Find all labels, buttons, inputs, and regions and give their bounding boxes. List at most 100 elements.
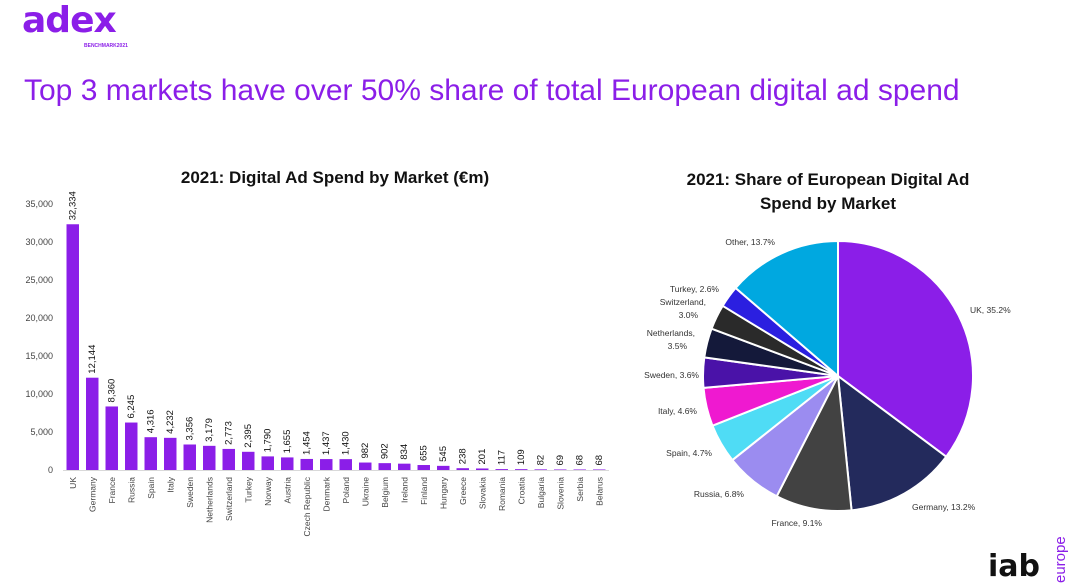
bar-chart-title: 2021: Digital Ad Spend by Market (€m) [180, 168, 490, 187]
bar-value-label: 1,790 [263, 429, 274, 453]
bar-value-label: 117 [497, 450, 508, 465]
bar [222, 448, 235, 470]
y-tick-label: 10,000 [25, 389, 53, 399]
bar [378, 463, 391, 470]
bar-value-label: 655 [419, 445, 430, 461]
pie-slice [702, 375, 839, 427]
bar [281, 457, 294, 470]
page-title: Top 3 markets have over 50% share of tot… [24, 74, 960, 107]
bar [534, 469, 547, 470]
pie-slice-label: Germany, 13.2% [912, 502, 976, 512]
x-tick-label: Ireland [399, 477, 409, 503]
x-tick-label: Denmark [321, 476, 331, 511]
bar-value-label: 8,360 [107, 379, 118, 403]
x-tick-label: Italy [165, 476, 175, 492]
logo-subtitle: BENCHMARK2021 [84, 43, 128, 49]
x-tick-label: Austria [282, 477, 292, 504]
bar [300, 458, 313, 470]
bar-value-label: 1,430 [341, 431, 352, 455]
y-tick-label: 5,000 [30, 427, 53, 437]
x-tick-label: Romania [497, 477, 507, 511]
bar [554, 469, 567, 470]
pie-slice [721, 286, 839, 377]
x-tick-label: Spain [146, 477, 156, 499]
bar-value-label: 6,245 [126, 395, 137, 419]
bar [105, 406, 118, 470]
x-tick-label: Belgium [380, 477, 390, 508]
bar [320, 459, 333, 470]
bar-value-label: 68 [594, 455, 605, 466]
bar-value-label: 32,334 [68, 191, 79, 220]
y-tick-label: 30,000 [25, 237, 53, 247]
pie-slice [837, 239, 974, 459]
bar [359, 462, 372, 470]
bar-value-label: 545 [438, 446, 449, 462]
bar [398, 463, 411, 470]
x-tick-label: Switzerland [224, 477, 234, 521]
pie-slice [710, 304, 839, 377]
bar-value-label: 834 [399, 444, 410, 460]
bar [144, 437, 157, 470]
bar [593, 469, 606, 470]
bar-value-label: 82 [536, 455, 547, 466]
pie-slice [730, 375, 839, 498]
pie-slice-label: Russia, 6.8% [694, 489, 745, 499]
bar-value-label: 201 [477, 449, 488, 465]
bar [495, 469, 508, 470]
bar [261, 456, 274, 470]
iab-europe-logo: iab europe [988, 536, 1069, 584]
bar-value-label: 4,232 [165, 410, 176, 434]
pie-slice-label: Spain, 4.7% [666, 448, 712, 458]
bar [203, 445, 216, 470]
x-tick-label: Serbia [575, 477, 585, 502]
pie-slice-label: France, 9.1% [771, 518, 822, 528]
bar-value-label: 238 [458, 448, 469, 464]
bar-value-label: 69 [555, 455, 566, 466]
x-tick-label: Bulgaria [536, 477, 546, 508]
x-tick-label: Germany [87, 476, 97, 512]
bar [125, 422, 138, 470]
pie-slice-label: Sweden, 3.6% [644, 370, 699, 380]
x-tick-label: Sweden [185, 477, 195, 508]
pie-slice [711, 375, 839, 462]
bar-value-label: 2,773 [224, 421, 235, 445]
bar-value-label: 982 [360, 443, 371, 459]
y-tick-label: 15,000 [25, 351, 53, 361]
pie-slice [703, 327, 839, 377]
x-tick-label: Slovenia [555, 477, 565, 510]
pie-slice-label: Switzerland, 3.0% [660, 297, 706, 320]
bar-value-label: 109 [516, 449, 527, 465]
logo-word: adex [22, 0, 117, 41]
bar [515, 469, 528, 470]
x-tick-label: Russia [126, 477, 136, 503]
bar-value-label: 1,437 [321, 431, 332, 455]
y-tick-label: 25,000 [25, 275, 53, 285]
bar [437, 465, 450, 470]
x-tick-label: Slovakia [477, 477, 487, 509]
pie-slice-label: Italy, 4.6% [658, 406, 697, 416]
bar-value-label: 2,395 [243, 424, 254, 448]
x-tick-label: Belarus [594, 477, 604, 506]
iab-logo-word: iab [988, 549, 1041, 584]
bar-value-label: 68 [575, 455, 586, 466]
y-tick-label: 20,000 [25, 313, 53, 323]
pie-slice-label: Netherlands, 3.5% [647, 328, 695, 351]
bar-value-label: 1,454 [302, 431, 313, 455]
x-tick-label: Poland [341, 477, 351, 504]
bar [417, 465, 430, 470]
x-tick-label: UK [68, 477, 78, 489]
pie-slice [702, 356, 839, 389]
x-tick-label: Greece [458, 477, 468, 505]
y-tick-label: 0 [48, 465, 53, 475]
x-tick-label: Croatia [516, 477, 526, 505]
pie-chart-title: 2021: Share of European Digital Ad Spend… [686, 170, 970, 213]
bar-value-label: 3,179 [204, 418, 215, 442]
pie-slice-label: Turkey, 2.6% [670, 284, 720, 294]
bar-value-label: 4,316 [146, 409, 157, 433]
adex-logo: adex BENCHMARK2021 [22, 0, 132, 49]
bar-value-label: 3,356 [185, 417, 196, 441]
x-tick-label: Ukraine [360, 477, 370, 507]
x-tick-label: Finland [419, 477, 429, 505]
bar [66, 224, 79, 470]
x-tick-label: Hungary [438, 476, 448, 509]
